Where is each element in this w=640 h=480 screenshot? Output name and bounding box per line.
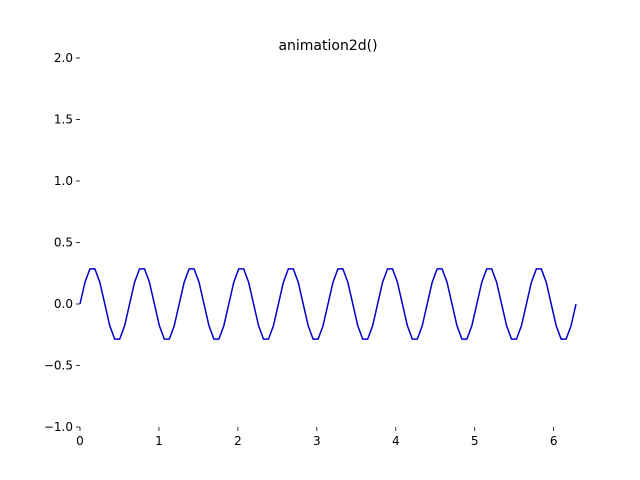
- y-tick-label: 1.0: [54, 174, 73, 188]
- series-line: [79, 268, 577, 340]
- y-tick-label: −0.5: [44, 359, 73, 373]
- y-tick-label: 2.0: [54, 51, 73, 65]
- y-tick-label: 0.5: [54, 236, 73, 250]
- x-tick-label: 5: [471, 434, 479, 448]
- x-tick-label: 2: [234, 434, 242, 448]
- y-tick-label: 0.0: [54, 297, 73, 311]
- x-tick-label: 0: [76, 434, 84, 448]
- chart-title: animation2d(): [278, 38, 377, 54]
- y-axis: −1.0 −0.5 0.0 0.5 1.0 1.5 2.0: [44, 51, 80, 434]
- x-tick-label: 3: [313, 434, 321, 448]
- y-tick-label: −1.0: [44, 420, 73, 434]
- x-tick-label: 4: [392, 434, 400, 448]
- series-layer: [79, 268, 577, 340]
- x-axis: 0 1 2 3 4 5 6: [76, 427, 557, 448]
- y-tick-label: 1.5: [54, 113, 73, 127]
- x-tick-label: 6: [550, 434, 558, 448]
- x-tick-label: 1: [155, 434, 163, 448]
